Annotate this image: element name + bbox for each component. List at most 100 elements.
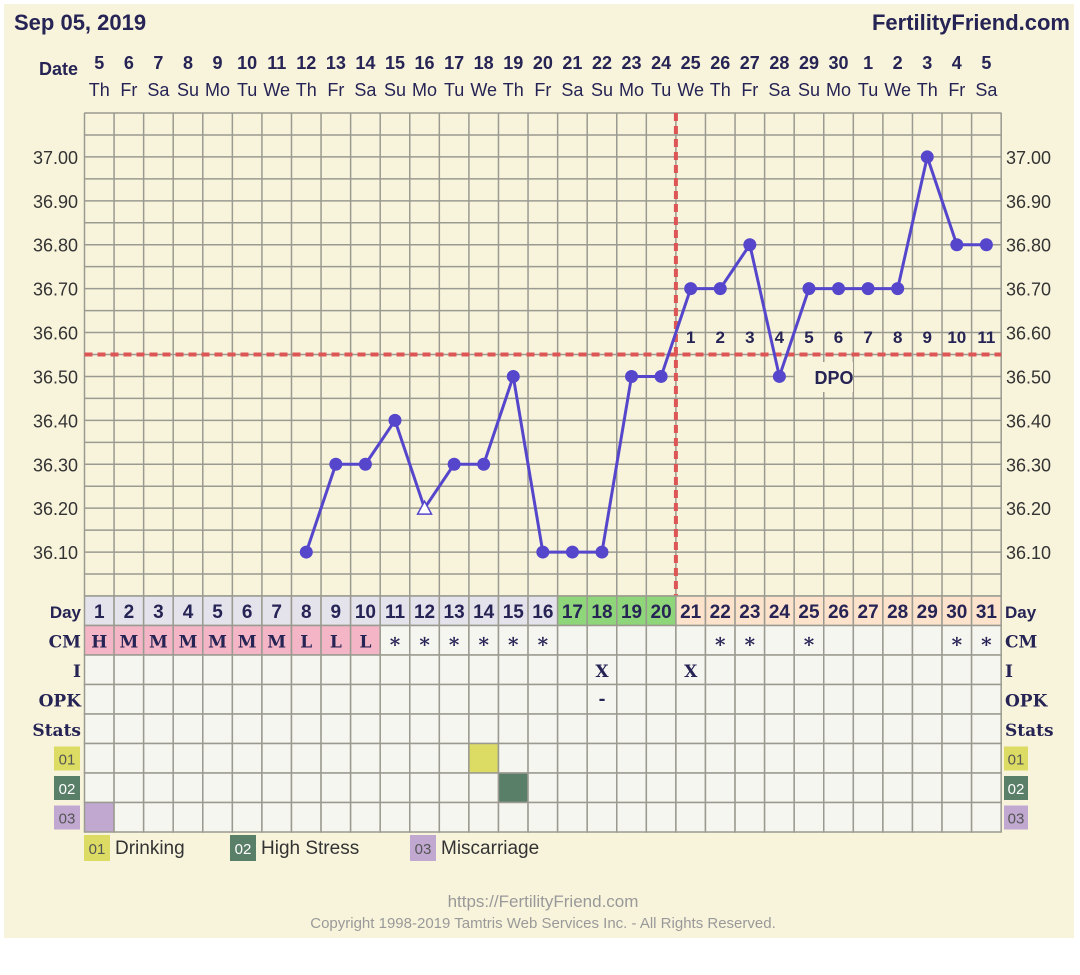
table-cell [527, 595, 559, 627]
table-cell [970, 742, 1002, 774]
temperature-point [565, 545, 579, 559]
temperature-point [447, 457, 461, 471]
table-cell [409, 713, 441, 745]
table-cell [734, 772, 766, 804]
date-label: 23 [622, 53, 642, 73]
date-label: 29 [799, 53, 819, 73]
temperature-segment [719, 243, 752, 290]
opk-row-label: OPK [39, 692, 83, 712]
table-cell [616, 742, 648, 774]
y-tick-right: 36.20 [1006, 499, 1051, 519]
temperature-segment [364, 419, 397, 466]
table-cell [616, 801, 648, 833]
temperature-point [979, 238, 993, 252]
table-cell [704, 772, 736, 804]
stats-code-right: 02 [1008, 781, 1025, 798]
weekday-label: Sa [354, 80, 377, 100]
table-cell [497, 683, 529, 715]
table-cell [349, 713, 381, 745]
table-cell [497, 742, 529, 774]
table-cell [142, 683, 174, 715]
cm-value: H [91, 633, 107, 653]
date-label: 14 [355, 53, 375, 73]
date-label: 19 [503, 53, 523, 73]
table-cell [616, 624, 648, 656]
table-cell [645, 654, 677, 686]
y-tick-right: 36.10 [1006, 543, 1051, 563]
table-cell [763, 772, 795, 804]
legend-swatch [230, 835, 256, 861]
cm-value: * [478, 633, 489, 657]
footer-copyright: Copyright 1998-2019 Tamtris Web Services… [310, 915, 775, 932]
brand-title: FertilityFriend.com [872, 10, 1070, 35]
cm-value: M [208, 633, 227, 653]
table-cell [556, 742, 588, 774]
table-cell [83, 801, 115, 833]
y-tick-right: 36.30 [1006, 455, 1051, 475]
y-tick-left: 37.00 [33, 148, 78, 168]
weekday-label: Fr [741, 80, 758, 100]
table-cell [202, 624, 234, 656]
table-cell [941, 742, 973, 774]
table-cell [911, 624, 943, 656]
table-cell [497, 801, 529, 833]
legend-label: Drinking [115, 838, 185, 859]
y-tick-left: 36.30 [33, 455, 78, 475]
table-cell [852, 654, 884, 686]
table-cell [113, 742, 145, 774]
date-label: 24 [651, 53, 671, 73]
temperature-segment [925, 156, 959, 246]
table-cell [113, 801, 145, 833]
table-cell [763, 683, 795, 715]
table-cell [83, 624, 115, 656]
weekday-label: Th [917, 80, 938, 100]
table-cell [882, 683, 914, 715]
table-cell [675, 654, 707, 686]
dpo-label-bg [795, 362, 853, 392]
table-cell [941, 624, 973, 656]
weekday-label: Mo [619, 80, 644, 100]
table-cell [616, 683, 648, 715]
table-cell [675, 624, 707, 656]
weekday-label: Fr [534, 80, 551, 100]
y-tick-left: 36.70 [33, 280, 78, 300]
temperature-point [772, 369, 786, 383]
cm-value: M [238, 633, 257, 653]
table-cell [763, 713, 795, 745]
table-cell [823, 801, 855, 833]
footer-url: https://FertilityFriend.com [448, 892, 639, 911]
table-cell [704, 742, 736, 774]
date-label: 20 [533, 53, 553, 73]
date-label: 30 [829, 53, 849, 73]
stats-row-label: Stats [32, 721, 81, 741]
opk-value: - [598, 690, 605, 710]
table-cell [379, 713, 411, 745]
weekday-label: Fr [948, 80, 965, 100]
date-label: 28 [769, 53, 789, 73]
dpo-number: 3 [745, 328, 754, 347]
i-row-label-right: I [1005, 662, 1013, 682]
date-label: 3 [922, 53, 932, 73]
weekday-label: Th [710, 80, 731, 100]
y-tick-left: 36.60 [33, 324, 78, 344]
y-tick-left: 36.10 [33, 543, 78, 563]
stats-code: 01 [59, 752, 76, 769]
temperature-point [329, 457, 343, 471]
weekday-label: We [470, 80, 497, 100]
day-number: 17 [562, 602, 583, 623]
weekday-label: Tu [237, 80, 257, 100]
day-number: 31 [976, 602, 998, 623]
weekday-label: Th [89, 80, 110, 100]
table-cell [645, 772, 677, 804]
table-cell [704, 683, 736, 715]
table-cell [202, 683, 234, 715]
weekday-label: We [677, 80, 704, 100]
table-cell [349, 654, 381, 686]
table-cell [970, 654, 1002, 686]
table-cell [438, 713, 470, 745]
table-cell [734, 624, 766, 656]
dpo-number: 11 [977, 328, 995, 347]
stats-code-right: 01 [1008, 752, 1025, 769]
table-cell [320, 742, 352, 774]
table-cell [231, 683, 263, 715]
